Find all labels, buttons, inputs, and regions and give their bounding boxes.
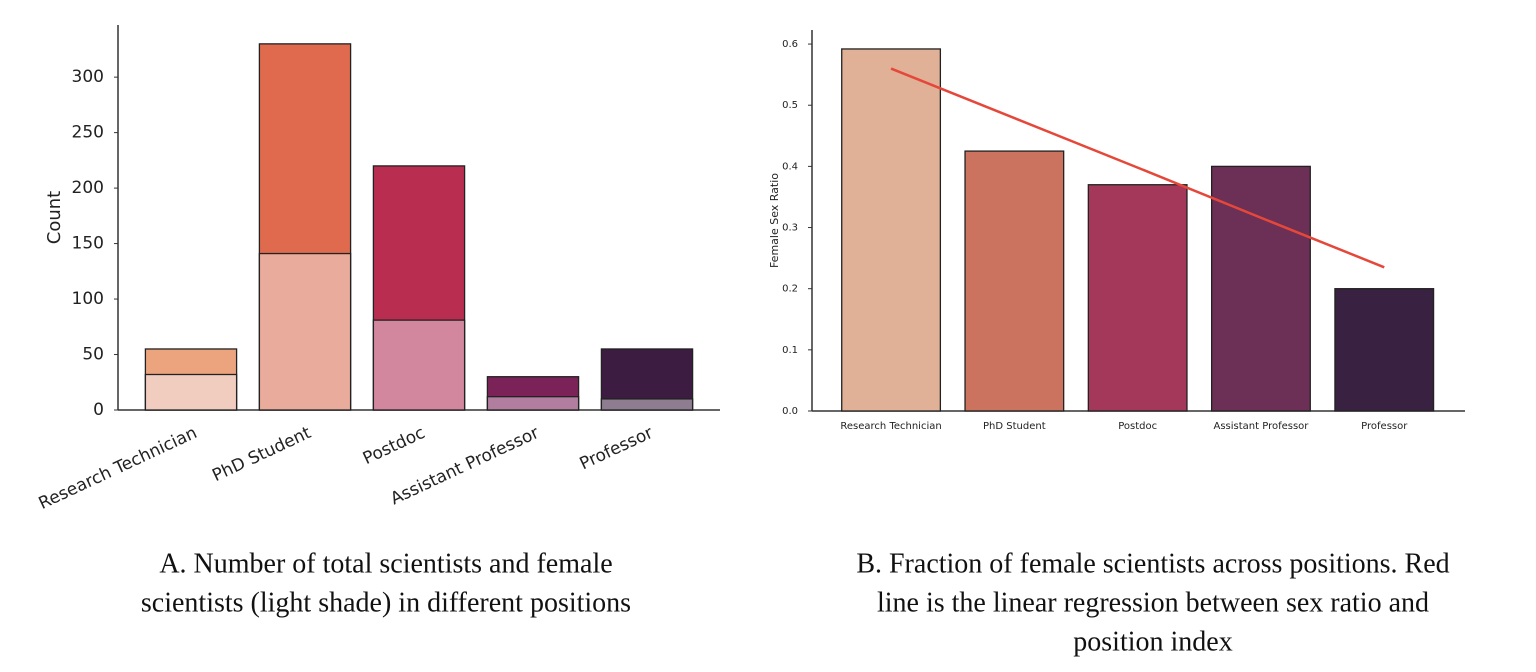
bar bbox=[144, 373, 238, 411]
y-tick-label: 0.1 bbox=[782, 345, 798, 356]
y-axis-label: Female Sex Ratio bbox=[768, 173, 781, 268]
x-tick-label: Postdoc bbox=[1118, 421, 1157, 432]
caption: position index bbox=[1073, 626, 1232, 657]
y-tick-label: 100 bbox=[72, 289, 104, 309]
y-tick-label: 50 bbox=[82, 345, 104, 365]
y-tick-label: 0.2 bbox=[782, 284, 798, 295]
bar bbox=[1210, 165, 1311, 412]
caption: B. Fraction of female scientists across … bbox=[856, 548, 1449, 579]
y-tick-label: 300 bbox=[72, 67, 104, 87]
bar bbox=[258, 252, 352, 411]
x-tick-label: Research Technician bbox=[36, 423, 201, 514]
x-tick-label: PhD Student bbox=[209, 423, 314, 486]
regression-line bbox=[890, 67, 1385, 269]
x-tick-label: Professor bbox=[577, 423, 657, 474]
bar bbox=[372, 319, 466, 411]
x-tick-label: Research Technician bbox=[840, 421, 941, 432]
caption: line is the linear regression between se… bbox=[877, 587, 1429, 618]
bar bbox=[1334, 288, 1435, 412]
bar bbox=[486, 396, 580, 411]
x-tick-label: Assistant Professor bbox=[1213, 421, 1309, 432]
y-tick-label: 0.3 bbox=[782, 223, 798, 234]
y-tick-label: 150 bbox=[72, 234, 104, 254]
caption: scientists (light shade) in different po… bbox=[141, 587, 631, 618]
y-tick-label: 0.0 bbox=[782, 406, 798, 417]
x-tick-label: Postdoc bbox=[360, 423, 428, 469]
y-tick-label: 0.4 bbox=[782, 161, 798, 172]
bar bbox=[600, 398, 694, 411]
y-tick-label: 200 bbox=[72, 178, 104, 198]
caption: A. Number of total scientists and female bbox=[159, 548, 612, 579]
x-tick-label: PhD Student bbox=[983, 421, 1046, 432]
bar bbox=[1087, 184, 1188, 412]
y-tick-label: 0 bbox=[93, 400, 104, 420]
bar bbox=[964, 150, 1065, 412]
bar bbox=[841, 48, 942, 412]
y-tick-label: 0.6 bbox=[782, 39, 798, 50]
x-tick-label: Professor bbox=[1361, 421, 1408, 432]
y-tick-label: 250 bbox=[72, 123, 104, 143]
y-tick-label: 0.5 bbox=[782, 100, 798, 111]
y-axis-label: Count bbox=[44, 191, 65, 244]
